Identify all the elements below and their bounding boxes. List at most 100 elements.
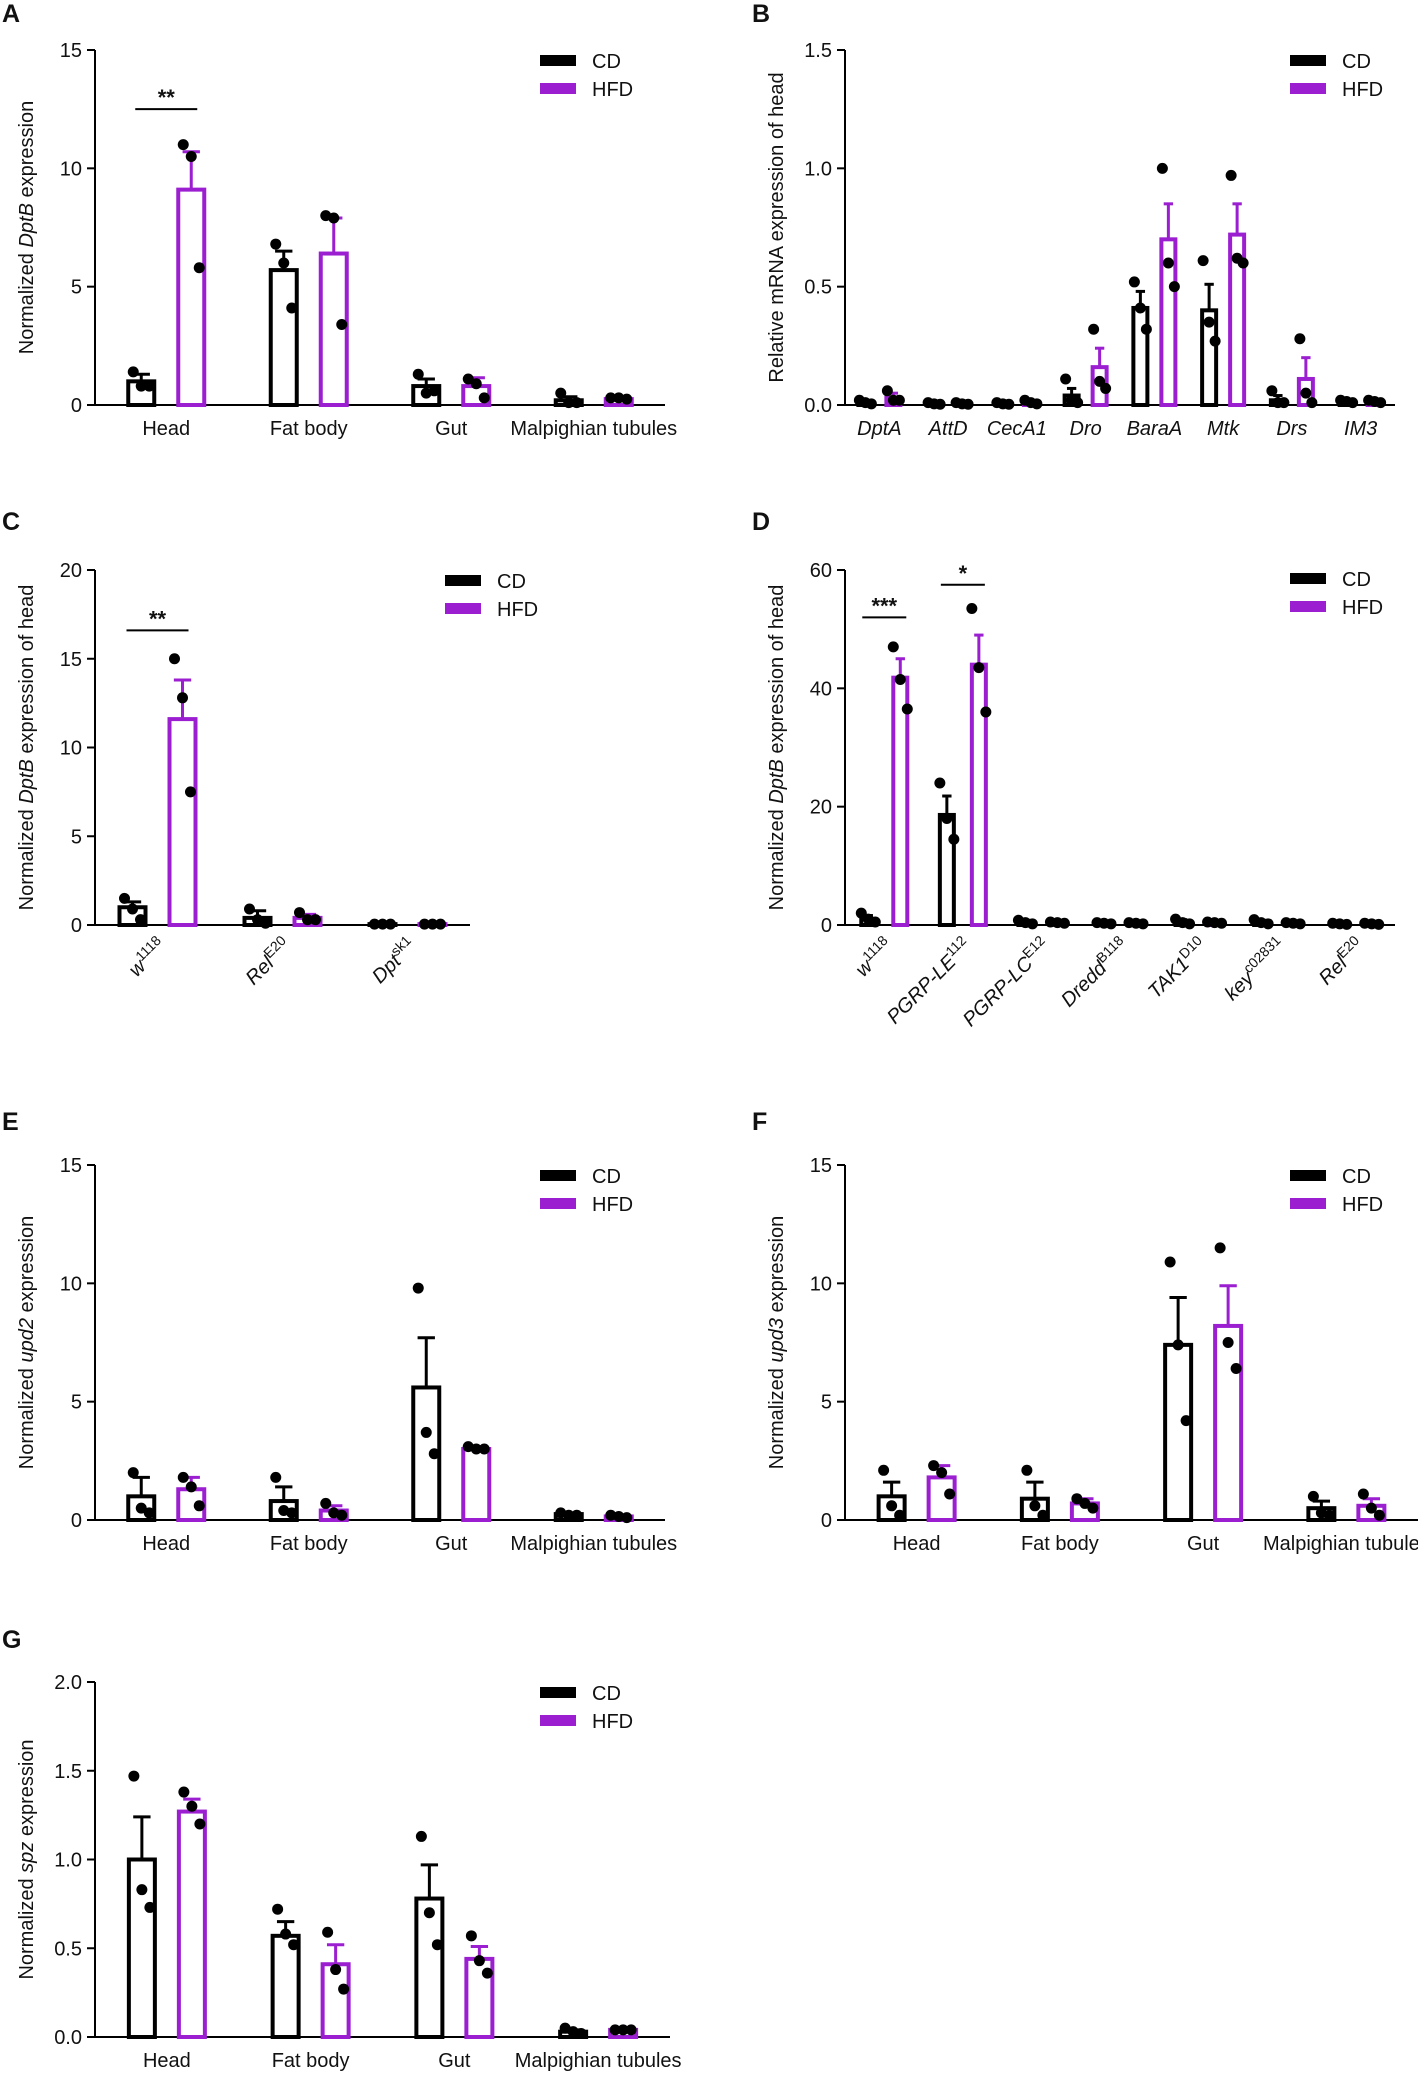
panel-a-data-point <box>135 380 147 392</box>
panel-f-ytick-label: 15 <box>810 1155 832 1177</box>
panel-a-data-point <box>127 366 139 378</box>
panel-c-data-point <box>244 903 255 915</box>
panel-d-legend-swatch-hfd <box>1290 601 1326 612</box>
panel-g-ytick-label: 0.0 <box>54 2027 82 2049</box>
panel-c-ytick-label: 5 <box>71 826 82 848</box>
panel-a-data-point <box>555 387 567 399</box>
panel-e-category-label-part-0: Malpighian tubules <box>510 1533 677 1555</box>
panel-g-data-point <box>575 2027 587 2039</box>
panel-c-category-label: Dptsk1 <box>365 932 421 988</box>
panel-g-letter: G <box>2 1626 21 1654</box>
panel-b-data-point <box>1072 397 1084 409</box>
panel-f-ylabel: Normalized upd3 expression <box>766 1216 788 1469</box>
panel-b: B 0.0 0.5 1.0 1.5 Relative mRNA expression of… <box>752 0 1395 440</box>
panel-b-data-point <box>1203 316 1215 328</box>
panel-b-data-point <box>1100 382 1112 394</box>
panel-b-data-point <box>934 398 946 410</box>
panel-d-ytick-label: 0 <box>821 915 832 937</box>
panel-a-category-label: Head <box>142 418 190 440</box>
panel-g-ylabel-part-1: spz <box>16 1842 38 1873</box>
panel-b-data-point <box>865 398 877 410</box>
panel-a-data-point <box>428 385 440 397</box>
panel-f-data-point <box>1214 1242 1226 1254</box>
panel-c: C 0 5 10 15 20 Normalized DptB expression of h… <box>2 508 538 989</box>
panel-d-category-label: RelE20 <box>1312 932 1369 989</box>
panel-d-category-label: TAK1D10 <box>1141 932 1212 1003</box>
panel-f-ylabel-part-1: upd3 <box>766 1318 788 1363</box>
panel-b-data-point <box>893 394 905 406</box>
panel-e-data-point <box>420 1426 432 1438</box>
panel-c-data-point <box>427 918 438 930</box>
panel-d-legend-label-cd: CD <box>1342 569 1371 591</box>
panel-c-legend-swatch-cd <box>445 575 481 586</box>
panel-f-data-point <box>944 1488 956 1500</box>
panel-a-category-label: Gut <box>435 418 468 440</box>
panel-b-data-point <box>1294 333 1306 345</box>
panel-b-data-point <box>1209 335 1221 347</box>
panel-b-category-label: CecA1 <box>987 418 1047 440</box>
panel-g-category-label-part-0: Fat body <box>272 2050 350 2072</box>
panel-e-letter: E <box>2 1108 19 1136</box>
panel-b-legend-label-cd: CD <box>1342 51 1371 73</box>
panel-c-data-point <box>310 914 321 926</box>
panel-d-data-point <box>1294 918 1306 930</box>
panel-e-data-point <box>135 1502 147 1514</box>
panel-b-category-label: BaraA <box>1127 418 1183 440</box>
panel-e-legend-label-cd: CD <box>592 1166 621 1188</box>
panel-e-ylabel: Normalized upd2 expression <box>16 1216 38 1469</box>
panel-b-category-label: AttD <box>928 418 968 440</box>
panel-c-legend-label-hfd: HFD <box>497 599 538 621</box>
panel-g-category-label: Malpighian tubules <box>515 2050 682 2072</box>
panel-f-category-label: Head <box>893 1533 941 1555</box>
panel-a-ytick-label: 10 <box>60 158 82 180</box>
panel-g-data-point <box>423 1907 435 1919</box>
panel-g-data-point <box>431 1939 443 1951</box>
panel-g-category-label-part-0: Malpighian tubules <box>515 2050 682 2072</box>
panel-g-data-point <box>136 1884 148 1896</box>
panel-c-data-point <box>260 917 271 929</box>
panel-g-legend-label-cd: CD <box>592 1683 621 1705</box>
panel-a-legend-label-cd: CD <box>592 51 621 73</box>
panel-d-data-point <box>941 813 953 824</box>
panel-d-bar-cd <box>937 812 956 928</box>
panel-b-category-label: Mtk <box>1207 418 1240 440</box>
panel-a-data-point <box>571 397 583 409</box>
panel-f: F 0 5 10 15 Normalized upd3 expression Head Fat… <box>752 1108 1418 1555</box>
panel-c-ylabel-part-1: DptB <box>16 759 38 803</box>
panel-e-legend-label-hfd: HFD <box>592 1194 633 1216</box>
panel-d-category-label-part-0: PGRP-LE <box>883 950 961 1028</box>
panel-e-bar-hfd <box>461 1447 492 1522</box>
panel-b-data-point <box>1347 397 1359 409</box>
panel-c-ytick-label: 15 <box>60 649 82 671</box>
panel-f-data-point <box>1307 1490 1319 1502</box>
panel-b-data-point <box>1162 257 1174 269</box>
panel-d-data-point <box>1184 918 1196 930</box>
panel-b-category-label-part-0: Mtk <box>1207 418 1240 440</box>
panel-c-data-point <box>377 918 388 930</box>
panel-e-data-point <box>286 1507 298 1519</box>
panel-b-data-point <box>1128 276 1140 288</box>
panel-f-category-label: Gut <box>1187 1533 1220 1555</box>
panel-f-category-label-part-0: Head <box>893 1533 941 1555</box>
panel-g: G 0.0 0.5 1.0 1.5 2.0 Normalized spz expressio… <box>2 1626 682 2072</box>
panel-b-category-label-part-0: DptA <box>857 418 901 440</box>
panel-b-category-label: Drs <box>1276 418 1307 440</box>
panel-d-ylabel-part-0: Normalized <box>766 804 788 911</box>
panel-a-category-label-part-0: Gut <box>435 418 468 440</box>
panel-a-legend-swatch-hfd <box>540 83 576 94</box>
panel-e-data-point <box>412 1282 424 1294</box>
panel-a-category-label-part-0: Fat body <box>270 418 348 440</box>
panel-e-ylabel-part-1: upd2 <box>16 1318 38 1363</box>
panel-b-data-point <box>1003 398 1015 410</box>
panel-f-ytick-label: 5 <box>821 1392 832 1414</box>
panel-e-data-point <box>143 1507 155 1519</box>
panel-c-ytick-label: 20 <box>60 560 82 582</box>
panel-c-category-label: w1118 <box>122 932 171 981</box>
panel-d-category-label: w1118 <box>849 932 898 981</box>
panel-b-data-point <box>1375 397 1387 409</box>
panel-d-ylabel-part-1: DptB <box>766 759 788 803</box>
panel-f-category-label-part-0: Malpighian tubules <box>1263 1533 1418 1555</box>
panel-f-data-point <box>1222 1337 1234 1348</box>
panel-b-data-point <box>1088 323 1100 335</box>
